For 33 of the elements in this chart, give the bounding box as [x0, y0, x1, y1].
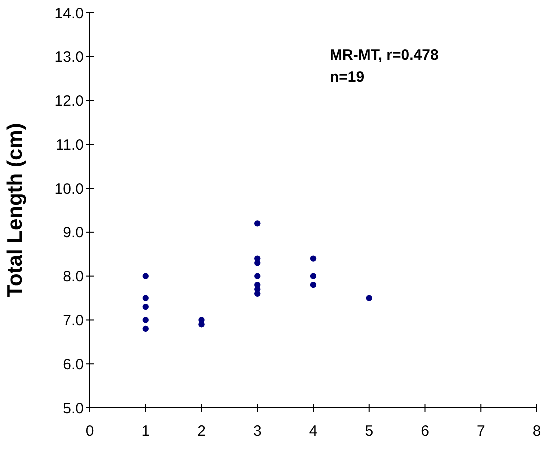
- x-tick-label: 6: [421, 423, 430, 440]
- point: [366, 295, 372, 302]
- y-tick-label: 9.0: [63, 224, 84, 242]
- point: [310, 256, 317, 262]
- x-tick-label: 4: [309, 423, 318, 440]
- x-tick-label: 3: [253, 423, 262, 440]
- y-tick-label: 5.0: [63, 400, 84, 418]
- x-tick-label: 1: [142, 423, 150, 440]
- point: [142, 273, 149, 280]
- point: [142, 304, 149, 310]
- point: [254, 220, 261, 227]
- point: [198, 322, 205, 328]
- x-tick-label: 8: [532, 423, 542, 440]
- point: [310, 273, 317, 280]
- annotation: MR-MT, r=0.478 n=19: [330, 47, 439, 86]
- x-tick-label: 5: [365, 423, 374, 440]
- y-axis-title: Total Length (cm): [4, 123, 27, 298]
- y-tick-label: 13.0: [54, 49, 84, 66]
- point: [142, 295, 149, 302]
- point: [142, 326, 149, 332]
- x-tick-label: 0: [86, 423, 94, 440]
- y-tick-label: 14.0: [54, 5, 84, 22]
- x-tick-label: 2: [198, 423, 206, 440]
- y-tick-label: 11.0: [56, 136, 84, 154]
- y-tick-label: 12.0: [54, 93, 84, 110]
- point: [310, 282, 317, 288]
- y-tick-label: 6.0: [63, 356, 84, 374]
- y-tick-label: 10.0: [54, 180, 84, 198]
- point: [142, 317, 149, 324]
- y-tick-label: 7.0: [63, 312, 84, 330]
- y-tick-label: 8.0: [63, 268, 84, 286]
- point: [254, 273, 261, 280]
- x-tick-label: 7: [476, 423, 486, 440]
